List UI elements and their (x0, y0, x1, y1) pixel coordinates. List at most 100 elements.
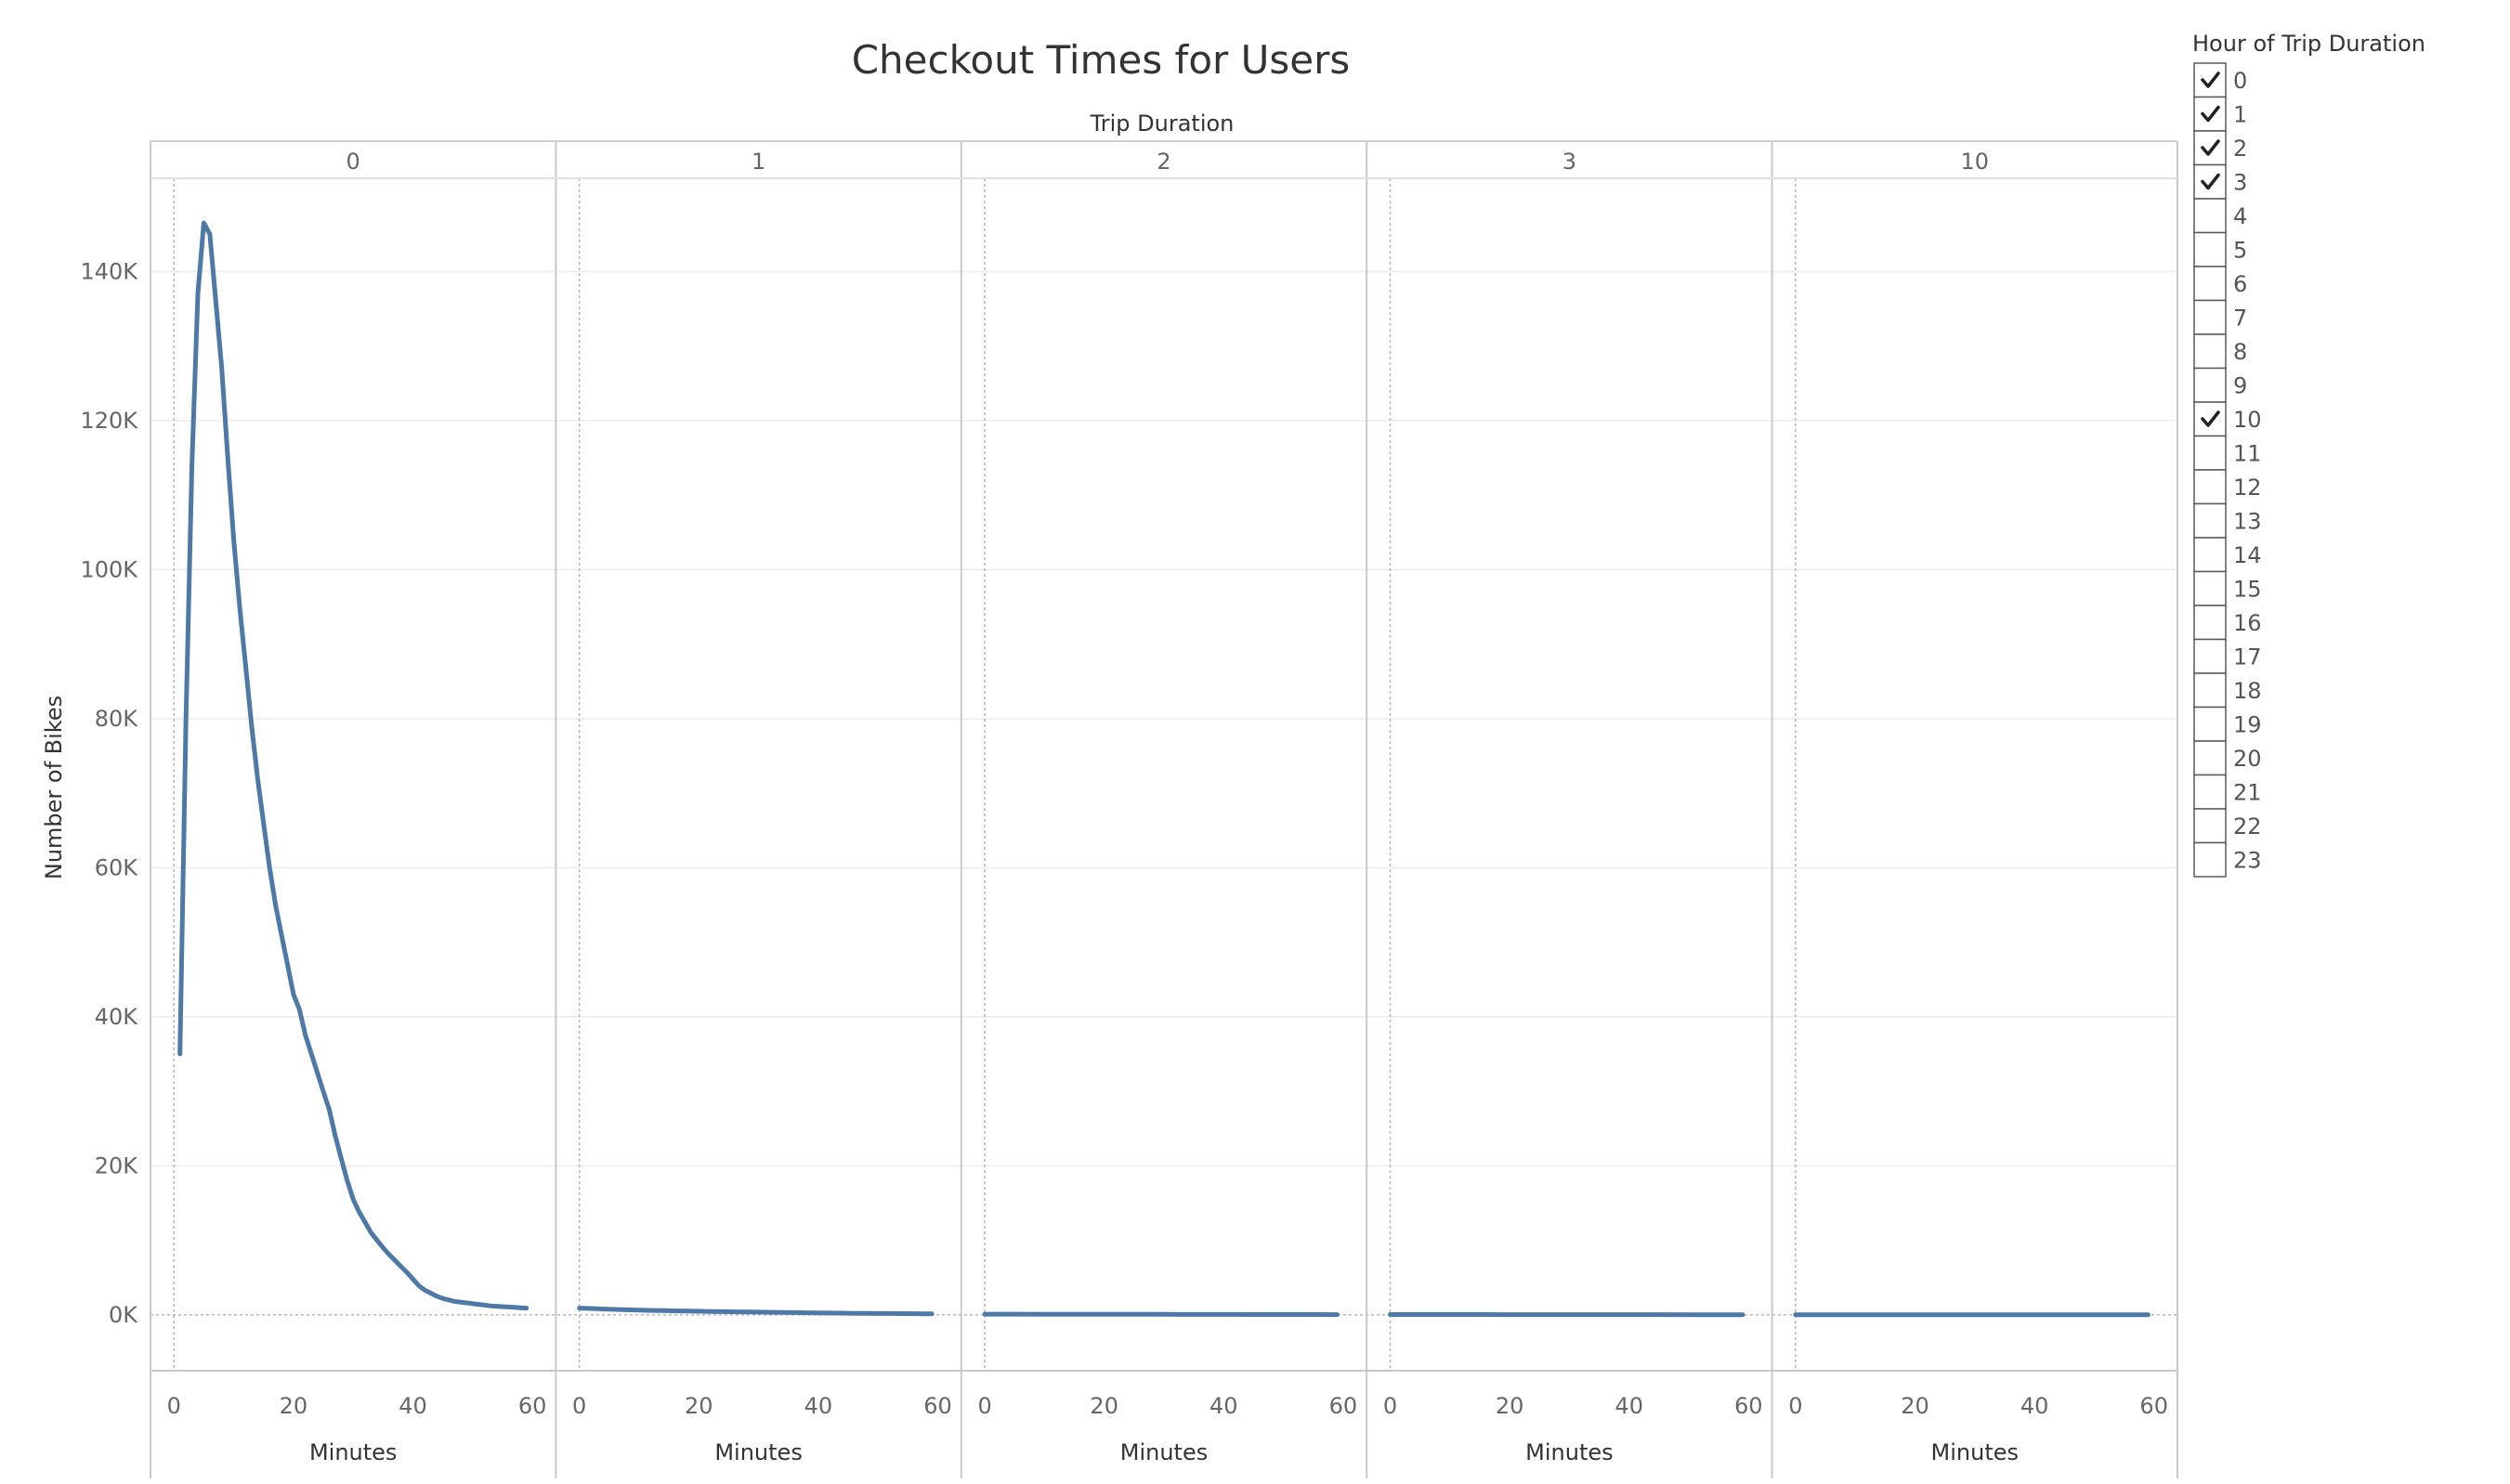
x-tick-label: 40 (1615, 1393, 1643, 1419)
legend-checkbox[interactable] (2193, 605, 2227, 641)
series-line-hour-1 (577, 1306, 935, 1317)
legend-item[interactable]: 19 (2193, 706, 2262, 742)
legend-item[interactable]: 1 (2193, 96, 2247, 132)
legend-item[interactable]: 21 (2193, 774, 2262, 810)
legend-item-label: 12 (2233, 475, 2262, 501)
legend-checkbox[interactable] (2193, 570, 2227, 606)
column-header: Trip Duration (1090, 111, 1235, 137)
legend-item-label: 15 (2233, 577, 2262, 603)
legend-checkbox[interactable] (2193, 401, 2227, 437)
y-tick-label: 100K (80, 556, 138, 582)
y-tick-label: 0K (109, 1302, 138, 1328)
panel-header-label: 0 (346, 149, 360, 175)
x-tick-label: 0 (1383, 1393, 1397, 1419)
x-tick-label: 60 (518, 1393, 547, 1419)
checkmark-icon (2201, 173, 2220, 190)
legend-checkbox[interactable] (2193, 266, 2227, 302)
legend-item[interactable]: 6 (2193, 266, 2247, 302)
legend-item-label: 2 (2233, 136, 2247, 162)
x-axis-title: Minutes (1120, 1439, 1208, 1465)
legend-item[interactable]: 17 (2193, 638, 2262, 674)
legend-item-label: 22 (2233, 814, 2262, 840)
legend-checkbox[interactable] (2193, 672, 2227, 709)
panel-header-label: 10 (1961, 149, 1990, 175)
x-tick-label: 60 (1329, 1393, 1358, 1419)
legend-item[interactable]: 2 (2193, 130, 2247, 166)
legend-checkbox[interactable] (2193, 435, 2227, 471)
legend-item-label: 20 (2233, 746, 2262, 772)
legend-item-label: 8 (2233, 339, 2247, 365)
legend-checkbox[interactable] (2193, 774, 2227, 810)
y-tick-label: 60K (95, 854, 139, 880)
legend-item-label: 0 (2233, 68, 2247, 94)
x-tick-label: 0 (167, 1393, 181, 1419)
legend-item[interactable]: 15 (2193, 570, 2262, 606)
legend-item-label: 7 (2233, 306, 2247, 332)
legend-checkbox[interactable] (2193, 638, 2227, 674)
legend-checkbox[interactable] (2193, 198, 2227, 234)
legend-item[interactable]: 11 (2193, 435, 2262, 471)
series-line-hour-2 (982, 1311, 1340, 1318)
y-tick-label: 120K (80, 408, 138, 434)
legend-item-label: 11 (2233, 441, 2262, 467)
x-axis-title: Minutes (1525, 1439, 1613, 1465)
y-tick-label: 140K (80, 258, 138, 284)
legend-item-label: 23 (2233, 848, 2262, 874)
chart-title: Checkout Times for Users (852, 37, 1351, 83)
legend-checkbox[interactable] (2193, 130, 2227, 166)
legend-item[interactable]: 14 (2193, 537, 2262, 573)
legend-checkbox[interactable] (2193, 231, 2227, 267)
legend-title: Hour of Trip Duration (2192, 31, 2425, 57)
legend-item-label: 5 (2233, 238, 2247, 264)
legend-item-label: 9 (2233, 373, 2247, 399)
legend-checkbox[interactable] (2193, 502, 2227, 539)
x-tick-label: 20 (1901, 1393, 1929, 1419)
legend-item[interactable]: 7 (2193, 299, 2247, 335)
x-tick-label: 40 (804, 1393, 833, 1419)
legend-item[interactable]: 8 (2193, 333, 2247, 370)
legend-checkbox[interactable] (2193, 367, 2227, 403)
legend-checkbox[interactable] (2193, 163, 2227, 200)
legend-item[interactable]: 10 (2193, 401, 2262, 437)
legend-checkbox[interactable] (2193, 299, 2227, 335)
legend-item[interactable]: 16 (2193, 605, 2262, 641)
x-tick-label: 20 (1090, 1393, 1118, 1419)
legend-item-label: 19 (2233, 712, 2262, 738)
legend-checkbox[interactable] (2193, 808, 2227, 844)
legend-item[interactable]: 5 (2193, 231, 2247, 267)
legend-checkbox[interactable] (2193, 333, 2227, 370)
legend-item[interactable]: 0 (2193, 62, 2247, 98)
y-tick-label: 40K (95, 1004, 139, 1030)
legend-checkbox[interactable] (2193, 96, 2227, 132)
legend-item[interactable]: 12 (2193, 469, 2262, 505)
legend-item-label: 6 (2233, 271, 2247, 297)
legend-item[interactable]: 23 (2193, 841, 2262, 878)
legend-item[interactable]: 4 (2193, 198, 2247, 234)
legend-checkbox[interactable] (2193, 706, 2227, 742)
legend-checkbox[interactable] (2193, 841, 2227, 878)
legend-item[interactable]: 3 (2193, 163, 2247, 200)
x-tick-label: 20 (280, 1393, 308, 1419)
y-tick-label: 80K (95, 706, 139, 732)
legend-item[interactable]: 18 (2193, 672, 2262, 709)
x-tick-label: 20 (685, 1393, 713, 1419)
legend-checkbox[interactable] (2193, 740, 2227, 776)
x-axis-title: Minutes (1931, 1439, 2019, 1465)
legend-item-label: 1 (2233, 102, 2247, 128)
legend-item-label: 4 (2233, 203, 2247, 229)
legend-item-label: 16 (2233, 610, 2262, 636)
legend-checkbox[interactable] (2193, 469, 2227, 505)
x-tick-label: 60 (923, 1393, 952, 1419)
x-tick-label: 40 (399, 1393, 427, 1419)
legend-item[interactable]: 22 (2193, 808, 2262, 844)
legend-checkbox[interactable] (2193, 537, 2227, 573)
legend-checkbox[interactable] (2193, 62, 2227, 98)
x-tick-label: 60 (2139, 1393, 2168, 1419)
x-tick-label: 0 (1788, 1393, 1802, 1419)
legend-item[interactable]: 9 (2193, 367, 2247, 403)
legend-item[interactable]: 20 (2193, 740, 2262, 776)
legend-item[interactable]: 13 (2193, 502, 2262, 539)
x-tick-label: 40 (1209, 1393, 1238, 1419)
series-line-hour-0 (177, 220, 529, 1311)
